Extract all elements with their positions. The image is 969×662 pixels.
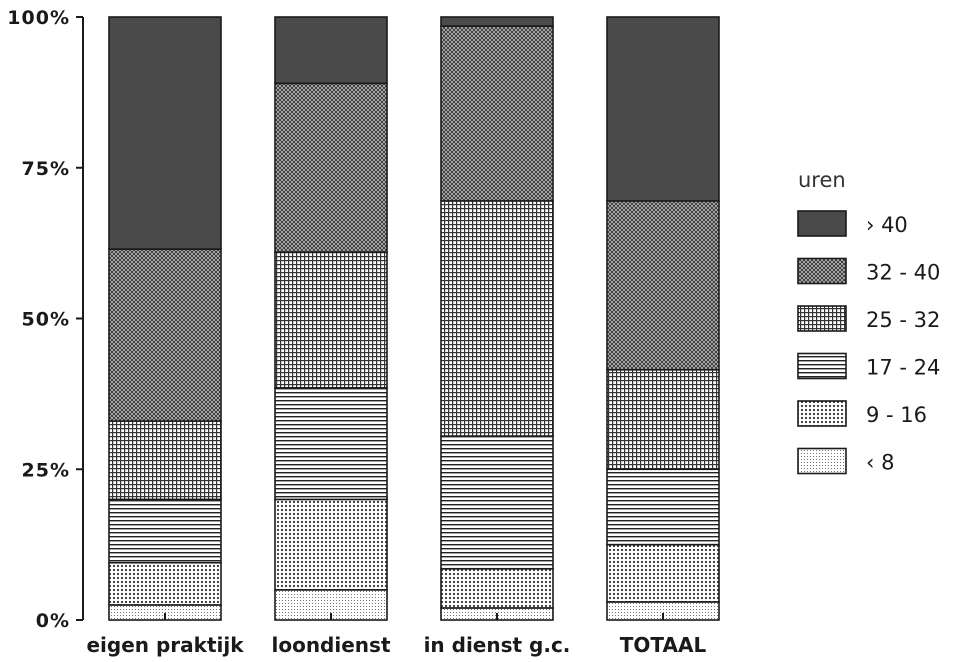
y-tick-label: 25% <box>22 459 70 481</box>
legend-label: 25 - 32 <box>866 308 940 332</box>
x-axis-labels: eigen praktijk loondienst in dienst g.c. TO… <box>86 633 706 657</box>
legend-swatch <box>797 400 847 427</box>
bar-segment <box>108 248 222 422</box>
bar-segment <box>606 468 720 546</box>
legend-label: 32 - 40 <box>866 261 940 285</box>
y-tick-label: 75% <box>22 158 70 180</box>
y-tick-label: 100% <box>7 7 70 29</box>
legend-swatch <box>797 210 847 237</box>
legend-swatch <box>797 352 847 380</box>
bar-segment <box>274 251 388 389</box>
bar-segment <box>108 420 222 501</box>
legend-label: 17 - 24 <box>866 356 940 380</box>
bar-stack <box>440 16 554 621</box>
bar-stack <box>274 16 388 621</box>
legend-label: › 40 <box>866 213 908 237</box>
bar-segment <box>606 200 720 371</box>
bar-segment <box>108 498 222 564</box>
bar-segment <box>274 387 388 501</box>
x-tick-label: loondienst <box>271 633 390 657</box>
bar-segment <box>440 200 554 437</box>
bar-stack <box>606 16 720 621</box>
x-tick-label: TOTAAL <box>620 633 707 657</box>
legend-item: 25 - 32 <box>797 305 940 332</box>
bar-segment <box>274 16 388 85</box>
legend-item: 32 - 40 <box>797 257 940 285</box>
bar-segment <box>108 16 222 250</box>
bar-segment <box>606 16 720 202</box>
bar-segment <box>440 16 554 27</box>
legend-swatch <box>797 447 847 475</box>
legend-item: 9 - 16 <box>797 400 927 427</box>
legend-label: ‹ 8 <box>866 451 894 475</box>
legend-label: 9 - 16 <box>866 403 927 427</box>
bar-segment <box>440 567 554 609</box>
legend: uren › 40 32 - 40 25 - 32 17 - 24 9 - 16 ‹ 8 <box>797 168 940 475</box>
bar-stack <box>108 16 222 621</box>
legend-item: ‹ 8 <box>797 447 894 475</box>
bar-segment <box>108 561 222 606</box>
y-tick-label: 50% <box>22 309 70 331</box>
legend-swatch <box>797 257 847 285</box>
x-tick-label: in dienst g.c. <box>424 633 571 657</box>
bar-segment <box>274 82 388 253</box>
legend-item: 17 - 24 <box>797 352 940 380</box>
bar-segment <box>606 543 720 603</box>
bar-segment <box>606 368 720 471</box>
y-axis: 0% 25% 50% 75% 100% <box>7 7 84 632</box>
legend-swatch <box>797 305 847 332</box>
y-tick-label: 0% <box>36 610 70 632</box>
x-tick-label: eigen praktijk <box>86 633 244 657</box>
legend-item: › 40 <box>797 210 908 237</box>
bar-segment <box>274 498 388 591</box>
bar-segment <box>440 435 554 570</box>
legend-title: uren <box>798 168 846 192</box>
bar-segment <box>440 25 554 202</box>
bars <box>108 16 720 621</box>
